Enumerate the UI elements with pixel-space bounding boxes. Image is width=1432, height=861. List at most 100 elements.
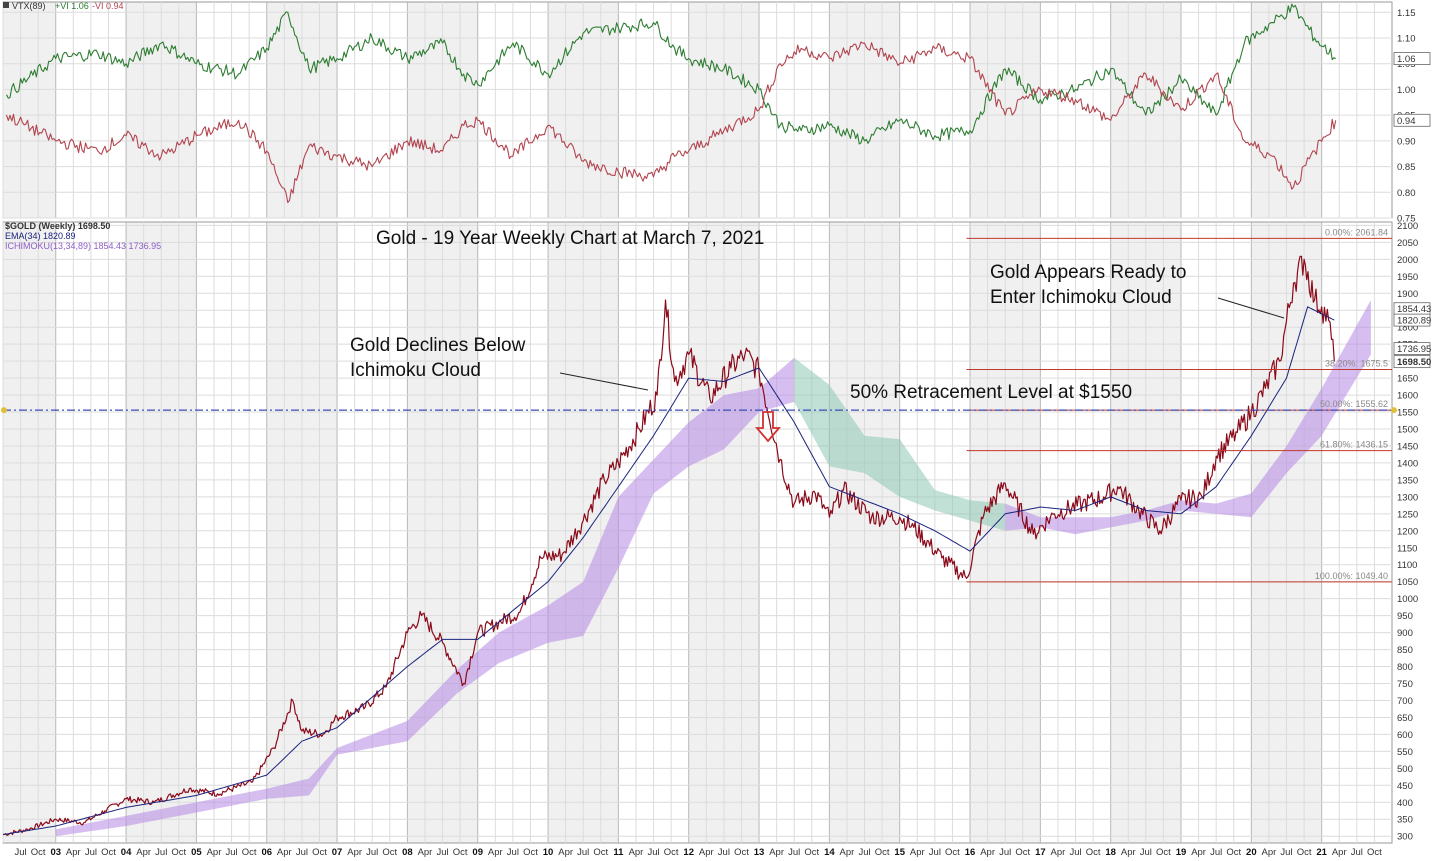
ichimoku-cloud-segment [829, 384, 865, 474]
last-value-price: 1698.50 [1393, 355, 1431, 369]
price-tick-label: 1000 [1397, 594, 1418, 605]
last-value-cloud-bottom-box [1393, 342, 1431, 355]
ichimoku-cloud-segment [1286, 388, 1322, 474]
month-tick-label: Jul [85, 847, 97, 858]
month-tick-label: Jul [1351, 847, 1363, 858]
legend-vi-minus: -VI 0.94 [92, 1, 124, 11]
month-tick-label: Jul [507, 847, 519, 858]
price-tick-label: 1900 [1397, 289, 1418, 300]
last-value-price-box [1393, 355, 1431, 369]
annotation-ready-line1: Gold Appears Ready to [990, 262, 1186, 283]
year-tick-label: 20 [1246, 847, 1257, 858]
annotation-declines-line2: Ichimoku Cloud [350, 360, 481, 381]
ichimoku-cloud-segment [126, 802, 197, 827]
ichimoku-cloud-segment [723, 388, 760, 450]
month-tick-label: Apr [488, 847, 503, 858]
price-tick-label: 950 [1397, 611, 1413, 622]
indicator-tick-label: 0.90 [1397, 136, 1416, 147]
reference-lines-layer: 0.00%: 2061.84 38.20%: 1675.5 50.00%: 1555… [1, 227, 1397, 583]
month-tick-label: Jul [1140, 847, 1152, 858]
year-tick-label: 19 [1176, 847, 1187, 858]
last-value-cloud-top-text: 1854.43 [1397, 304, 1431, 315]
retracement-marker-right [1391, 407, 1397, 414]
price-tick-label: 1400 [1397, 458, 1418, 469]
month-tick-label: Oct [382, 847, 397, 858]
month-tick-label: Oct [1297, 847, 1312, 858]
last-value-cloud-bottom: 1736.95 [1393, 342, 1431, 355]
year-tick-label: 07 [332, 847, 343, 858]
month-tick-label: Apr [136, 847, 151, 858]
month-tick-label: Apr [1262, 847, 1277, 858]
ichimoku-cloud-segment [1321, 300, 1371, 436]
ichimoku-cloud-segment [498, 605, 549, 664]
ichimoku-cloud-segment [794, 357, 830, 467]
vi-minus-line [5, 41, 1337, 204]
fib-level-label: 0.00%: 2061.84 [1325, 227, 1388, 237]
year-tick-label: 13 [754, 847, 765, 858]
chart-title: Gold - 19 Year Weekly Chart at March 7, … [376, 228, 764, 249]
month-tick-label: Oct [734, 847, 749, 858]
fib-level-label: 100.00%: 1049.40 [1315, 571, 1388, 581]
price-tick-label: 1350 [1397, 475, 1418, 486]
price-tick-label: 550 [1397, 747, 1413, 758]
price-tick-label: 750 [1397, 679, 1413, 690]
price-tick-label: 350 [1397, 815, 1413, 826]
price-tick-label: 1500 [1397, 425, 1418, 436]
month-tick-label: Oct [875, 847, 890, 858]
year-tick-label: 14 [824, 847, 835, 858]
last-value-vi-plus: 1.06 [1393, 52, 1431, 65]
price-tick-label: 1150 [1397, 543, 1417, 554]
month-tick-label: Oct [312, 847, 327, 858]
ichimoku-cloud-segment [759, 357, 795, 413]
month-tick-label: Oct [1226, 847, 1241, 858]
month-tick-label: Apr [1121, 847, 1136, 858]
price-tick-label: 1550 [1397, 408, 1418, 419]
last-value-vi-minus-text: 0.94 [1397, 116, 1416, 127]
price-tick-label: 1050 [1397, 577, 1418, 588]
year-tick-label: 08 [402, 847, 413, 858]
month-tick-label: Oct [101, 847, 116, 858]
price-tick-label: 400 [1397, 798, 1413, 809]
month-tick-label: Jul [15, 847, 27, 858]
month-tick-label: Jul [999, 847, 1011, 858]
price-tick-label: 1300 [1397, 492, 1418, 503]
price-tick-label: 650 [1397, 713, 1413, 724]
ichimoku-cloud-segment [1216, 493, 1252, 518]
annotation-declines-pointer [559, 372, 649, 391]
price-tick-label: 600 [1397, 730, 1413, 741]
price-tick-label: 1600 [1397, 391, 1418, 402]
year-tick-label: 15 [894, 847, 905, 858]
price-legend: $GOLD (Weekly) 1698.50 EMA(34) 1820.89 I… [5, 221, 161, 251]
grid-layer [2, 2, 1392, 843]
last-value-cloud-bottom-text: 1736.95 [1397, 344, 1431, 355]
legend-square-icon [3, 2, 9, 8]
month-tick-label: Jul [647, 847, 659, 858]
indicator-tick-label: 0.80 [1397, 188, 1416, 199]
ichimoku-cloud-segment [196, 788, 267, 813]
month-tick-label: Oct [523, 847, 538, 858]
annotation-ready: Gold Appears Ready to Enter Ichimoku Clo… [990, 262, 1285, 319]
vi-plus-line [6, 3, 1336, 145]
month-tick-label: Apr [1191, 847, 1206, 858]
month-tick-label: Apr [629, 847, 644, 858]
ichimoku-cloud-segment [618, 459, 654, 569]
price-tick-label: 300 [1397, 832, 1413, 843]
month-tick-label: Apr [1051, 847, 1066, 858]
month-tick-label: Apr [277, 847, 292, 858]
price-tick-label: 1100 [1397, 560, 1417, 571]
last-value-ema-text: 1820.89 [1397, 316, 1431, 327]
month-tick-label: Oct [804, 847, 819, 858]
month-tick-label: Oct [453, 847, 468, 858]
price-tick-label: 1800 [1397, 323, 1418, 334]
year-tick-label: 11 [613, 847, 624, 858]
month-tick-label: Jul [788, 847, 800, 858]
month-tick-label: Apr [558, 847, 573, 858]
price-tick-label: 1950 [1397, 272, 1418, 283]
fib-level-label: 38.20%: 1675.5 [1325, 358, 1388, 368]
month-tick-label: Jul [296, 847, 308, 858]
month-tick-label: Jul [1069, 847, 1081, 858]
ichimoku-cloud-segment [1251, 445, 1287, 518]
ema-line [2, 306, 1335, 835]
month-tick-label: Apr [769, 847, 784, 858]
price-tick-label: 2100 [1397, 221, 1418, 232]
